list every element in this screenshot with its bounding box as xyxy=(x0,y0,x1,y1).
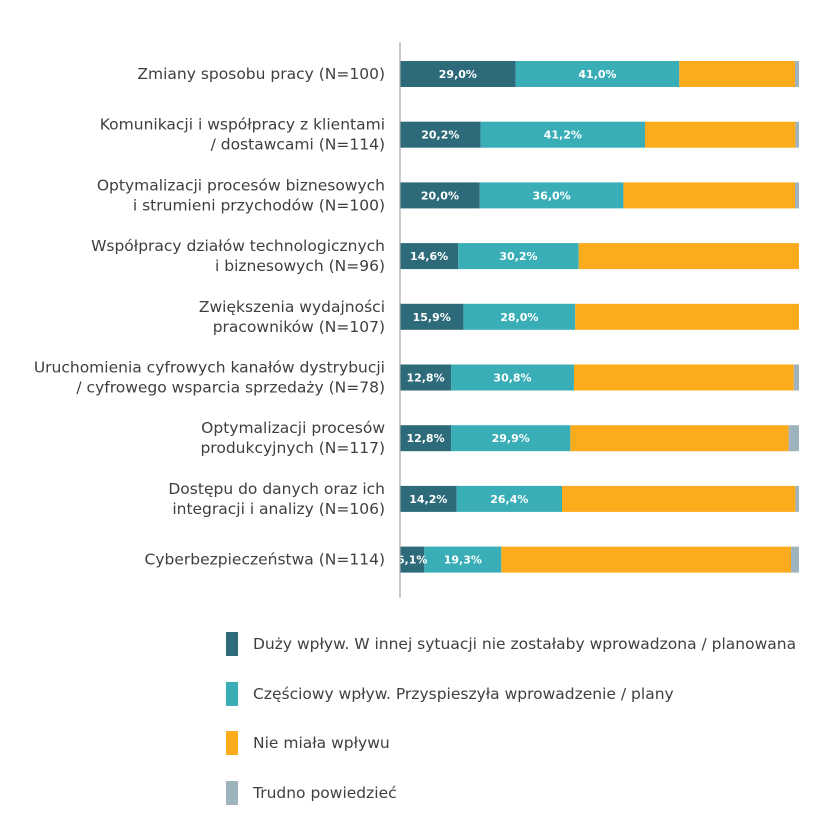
bar-segment xyxy=(788,425,799,452)
bar-segment xyxy=(400,182,480,209)
bar-segment xyxy=(795,485,799,512)
category-label-line: Zwiększenia wydajności xyxy=(199,298,385,316)
stacked-bar-chart: 29,0% 41,0% 20,2% 41,2% 20,0% 36,0% 14,6% 30,2%… xyxy=(34,42,799,598)
bar-segment xyxy=(463,303,576,330)
bar-segment xyxy=(795,182,799,209)
category-label: Współpracy działów technologicznych i biz… xyxy=(91,237,385,275)
category-label: Komunikacji i współpracy z klientami / do… xyxy=(100,116,385,154)
data-label: 20,2% xyxy=(421,129,459,142)
category-label-line: produkcyjnych (N=117) xyxy=(200,439,385,457)
data-label: 29,0% xyxy=(439,68,477,81)
bar-segment xyxy=(578,243,799,270)
category-label-line: pracowników (N=107) xyxy=(213,318,385,336)
category-label-line: Optymalizacji procesów xyxy=(201,419,385,437)
bar-segment xyxy=(456,485,562,512)
category-label-line: Dostępu do danych oraz ich xyxy=(168,480,385,498)
bar-segment xyxy=(400,546,425,573)
bars-group xyxy=(400,61,799,573)
data-label: 28,0% xyxy=(500,311,538,324)
bar-segment xyxy=(400,485,457,512)
bar-segment xyxy=(575,303,799,330)
bar-segment xyxy=(400,121,481,148)
category-label-line: Cyberbezpieczeństwa (N=114) xyxy=(145,551,385,569)
bar-segment xyxy=(795,61,799,87)
data-label: 29,9% xyxy=(492,432,530,445)
data-label: 20,0% xyxy=(421,189,459,202)
legend-item-czesciowy-wplyw: Częściowy wpływ. Przyspieszyła wprowadze… xyxy=(226,681,836,706)
data-label: 12,8% xyxy=(406,432,444,445)
legend: Duży wpływ. W innej sytuacji nie została… xyxy=(226,632,836,830)
category-label-line: integracji i analizy (N=106) xyxy=(172,500,385,518)
bar-segment xyxy=(570,425,789,452)
legend-swatch xyxy=(226,632,238,656)
category-label: Zwiększenia wydajności pracowników (N=107… xyxy=(199,298,385,336)
category-label-line: i biznesowych (N=96) xyxy=(215,257,385,275)
bar-segment xyxy=(679,61,796,87)
bar-segment xyxy=(400,364,452,391)
data-label: 12,8% xyxy=(406,372,444,385)
bar-segment xyxy=(451,364,574,391)
data-label: 26,4% xyxy=(490,493,528,506)
legend-label: Nie miała wpływu xyxy=(253,734,390,752)
bar-segment xyxy=(424,546,502,573)
bar-labels-group: 29,0% 41,0% 20,2% 41,2% 20,0% 36,0% 14,6% 30,2%… xyxy=(397,68,617,567)
legend-label: Duży wpływ. W innej sytuacji nie została… xyxy=(253,635,797,653)
category-label-line: Uruchomienia cyfrowych kanałów dystrybuc… xyxy=(34,359,385,377)
bar-segment xyxy=(400,243,459,270)
category-label: Optymalizacji procesów produkcyjnych (N=1… xyxy=(200,419,385,457)
category-label-line: Zmiany sposobu pracy (N=100) xyxy=(137,65,385,83)
legend-label: Częściowy wpływ. Przyspieszyła wprowadze… xyxy=(253,684,674,703)
bar-segment xyxy=(791,546,799,573)
bar-segment xyxy=(573,364,794,391)
bar-segment xyxy=(400,303,464,330)
category-label: Dostępu do danych oraz ich integracji i a… xyxy=(168,480,385,518)
bar-segment xyxy=(480,121,645,148)
category-label: Zmiany sposobu pracy (N=100) xyxy=(137,65,385,83)
legend-label: Trudno powiedzieć xyxy=(253,783,397,802)
category-labels-group: Zmiany sposobu pracy (N=100) Komunikacji … xyxy=(34,65,386,569)
data-label: 30,2% xyxy=(499,250,537,263)
bar-segment xyxy=(515,61,680,87)
category-label-line: / cyfrowego wsparcia sprzedaży (N=78) xyxy=(76,379,385,397)
bar-segment xyxy=(623,182,796,209)
data-label: 30,8% xyxy=(493,372,531,385)
bar-segment xyxy=(561,485,796,512)
bar-segment xyxy=(501,546,792,573)
category-label: Uruchomienia cyfrowych kanałów dystrybuc… xyxy=(34,359,385,397)
category-label: Cyberbezpieczeństwa (N=114) xyxy=(145,551,385,569)
bar-segment xyxy=(793,364,799,391)
bar-segment xyxy=(479,182,624,209)
data-label: 41,0% xyxy=(578,68,616,81)
legend-item-trudno-powiedziec: Trudno powiedzieć xyxy=(226,780,836,805)
bar-segment xyxy=(451,425,571,452)
data-label: 15,9% xyxy=(413,311,451,324)
legend-item-nie-miala-wplywu: Nie miała wpływu xyxy=(226,731,836,755)
bar-segment xyxy=(400,61,516,87)
legend-item-duzy-wplyw: Duży wpływ. W innej sytuacji nie została… xyxy=(226,632,836,656)
data-label: 19,3% xyxy=(444,554,482,567)
category-label-line: Komunikacji i współpracy z klientami xyxy=(100,116,385,134)
bar-segment xyxy=(644,121,796,148)
legend-swatch xyxy=(226,681,238,706)
data-label: 36,0% xyxy=(533,189,571,202)
bar-segment xyxy=(458,243,579,270)
category-label: Optymalizacji procesów biznesowych i stru… xyxy=(97,176,385,214)
data-label: 14,2% xyxy=(409,493,447,506)
category-label-line: i strumieni przychodów (N=100) xyxy=(133,196,385,214)
category-label-line: Optymalizacji procesów biznesowych xyxy=(97,176,385,194)
data-label: 14,6% xyxy=(410,250,448,263)
bar-segment xyxy=(400,425,452,452)
legend-swatch xyxy=(226,731,238,755)
legend-swatch xyxy=(226,780,238,805)
data-label: 6,1% xyxy=(397,554,428,567)
category-label-line: Współpracy działów technologicznych xyxy=(91,237,385,255)
data-label: 41,2% xyxy=(544,129,582,142)
category-label-line: / dostawcami (N=114) xyxy=(211,136,385,154)
bar-segment xyxy=(795,121,799,148)
